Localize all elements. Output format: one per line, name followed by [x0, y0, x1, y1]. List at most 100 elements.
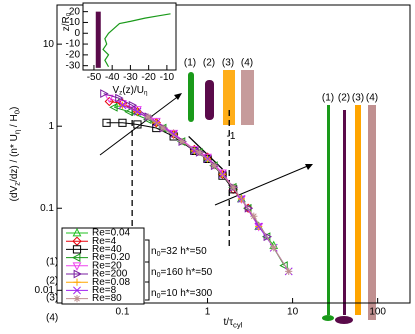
legend-group-label: (2): [46, 276, 58, 287]
legend-group-label: (3): [46, 293, 58, 304]
picture-label: (4): [241, 58, 253, 69]
data-point: [243, 203, 252, 213]
x-axis-label-part: cyl: [233, 320, 243, 329]
y-axis-label: (dVz/dz) / (n* Uη / H0): [9, 107, 22, 202]
plot-frame: [82, 2, 177, 71]
group-label-part: 0: [157, 251, 161, 258]
picture-1-right: [327, 105, 330, 315]
group-label: n0=160 h*=50: [151, 267, 213, 279]
legend-label: Re=0.20: [92, 252, 131, 263]
legend-label: Re=4: [92, 236, 117, 247]
picture-2-base: [335, 316, 353, 324]
legend-marker: [73, 295, 81, 303]
y-axis-label-part: η: [12, 130, 21, 134]
group-label-part: n: [151, 267, 157, 278]
picture-label: (3): [352, 93, 364, 104]
x-tick-label: -30: [123, 72, 138, 83]
picture-2: [205, 80, 214, 120]
inset-x-label: Vz(z)/Uη: [112, 85, 148, 97]
group-label-part: =160 h*=50: [160, 267, 212, 278]
y-tick-label: 10: [69, 17, 81, 28]
legend-marker: [72, 236, 82, 246]
legend-group-label: (1): [46, 257, 58, 268]
picture-4: [241, 70, 254, 125]
data-point: [104, 96, 114, 107]
legend-marker: [72, 245, 82, 254]
picture-label: (3): [222, 58, 234, 69]
arrow-head: [305, 164, 313, 170]
x-axis-label: t/τcyl: [224, 317, 243, 330]
data-point: [133, 107, 142, 116]
legend-label: Re=8: [92, 285, 117, 296]
y-tick-label: 1: [48, 121, 54, 132]
data-point: [195, 148, 203, 156]
picture-1-base: [322, 315, 334, 321]
legend-label: Re=20: [92, 260, 122, 271]
data-point: [285, 267, 293, 275]
picture-label: (2): [338, 93, 350, 104]
legend-marker: [72, 227, 82, 237]
data-point: [124, 107, 133, 117]
group-label-part: 0: [157, 293, 161, 300]
legend-label: Re=0.08: [92, 277, 131, 288]
data-point: [115, 93, 124, 103]
legend-marker: [73, 278, 81, 286]
plot-frame: [56, 4, 411, 304]
data-point: [133, 120, 142, 129]
arrow-head: [174, 93, 182, 100]
y-tick-label: 0.1: [40, 203, 54, 214]
x-tick-label: 0.1: [116, 307, 130, 318]
picture-label: (1): [184, 58, 196, 69]
y-axis-label-part: (dV: [9, 185, 20, 201]
data-point: [250, 212, 258, 220]
decorations: [99, 70, 376, 324]
legend-label: Re=40: [92, 244, 122, 255]
data-point: [128, 100, 138, 110]
data-point: [270, 244, 278, 252]
x-tick-label: -20: [141, 72, 156, 83]
picture-label: (2): [203, 58, 215, 69]
data-point: [144, 113, 152, 121]
group-label-part: =10 h*=300: [160, 288, 212, 299]
picture-3-right: [355, 105, 361, 315]
data-point: [109, 102, 118, 112]
data-point: [118, 101, 127, 110]
x-tick-label: 10: [287, 307, 299, 318]
y-tick-label: 0.01: [35, 285, 55, 296]
data-point: [229, 183, 237, 191]
y-tick-label: -10: [66, 39, 81, 50]
data-point: [254, 222, 263, 231]
data-point: [159, 124, 167, 132]
data-point: [210, 162, 218, 170]
legend-group-label: (4): [46, 313, 58, 324]
x-tick-label: -50: [87, 72, 102, 83]
legend-label: Re=0.04: [92, 228, 131, 239]
y-tick-label: 0: [74, 28, 80, 39]
group-label: n0=10 h*=300: [151, 288, 213, 300]
x-tick-label: 100: [369, 307, 386, 318]
data-point: [102, 118, 111, 127]
data-point: [118, 118, 127, 127]
picture-4-right: [368, 105, 376, 320]
data-point: [178, 137, 186, 146]
data-point: [190, 146, 199, 155]
x-tick-label: -40: [105, 72, 120, 83]
inset-y-label-part: z/R: [61, 16, 72, 31]
y-tick-label: -20: [66, 50, 81, 61]
legend-label: Re=80: [92, 293, 122, 304]
slope-label: -1: [227, 131, 236, 142]
y-axis-label-part: z: [12, 182, 21, 186]
picture-1: [188, 72, 194, 122]
picture-label: (4): [366, 93, 378, 104]
y-axis-label-part: /dz) / (n* U: [9, 134, 20, 182]
legend-marker: [73, 269, 83, 279]
legend-marker: [71, 253, 81, 263]
legend-marker: [73, 286, 81, 295]
data-point: [261, 232, 271, 242]
picture-3: [223, 70, 235, 125]
inset-y-label-part: 0: [65, 12, 72, 16]
y-tick-label: 10: [43, 39, 55, 50]
data-point: [169, 130, 178, 139]
y-tick-label: 20: [69, 6, 81, 17]
